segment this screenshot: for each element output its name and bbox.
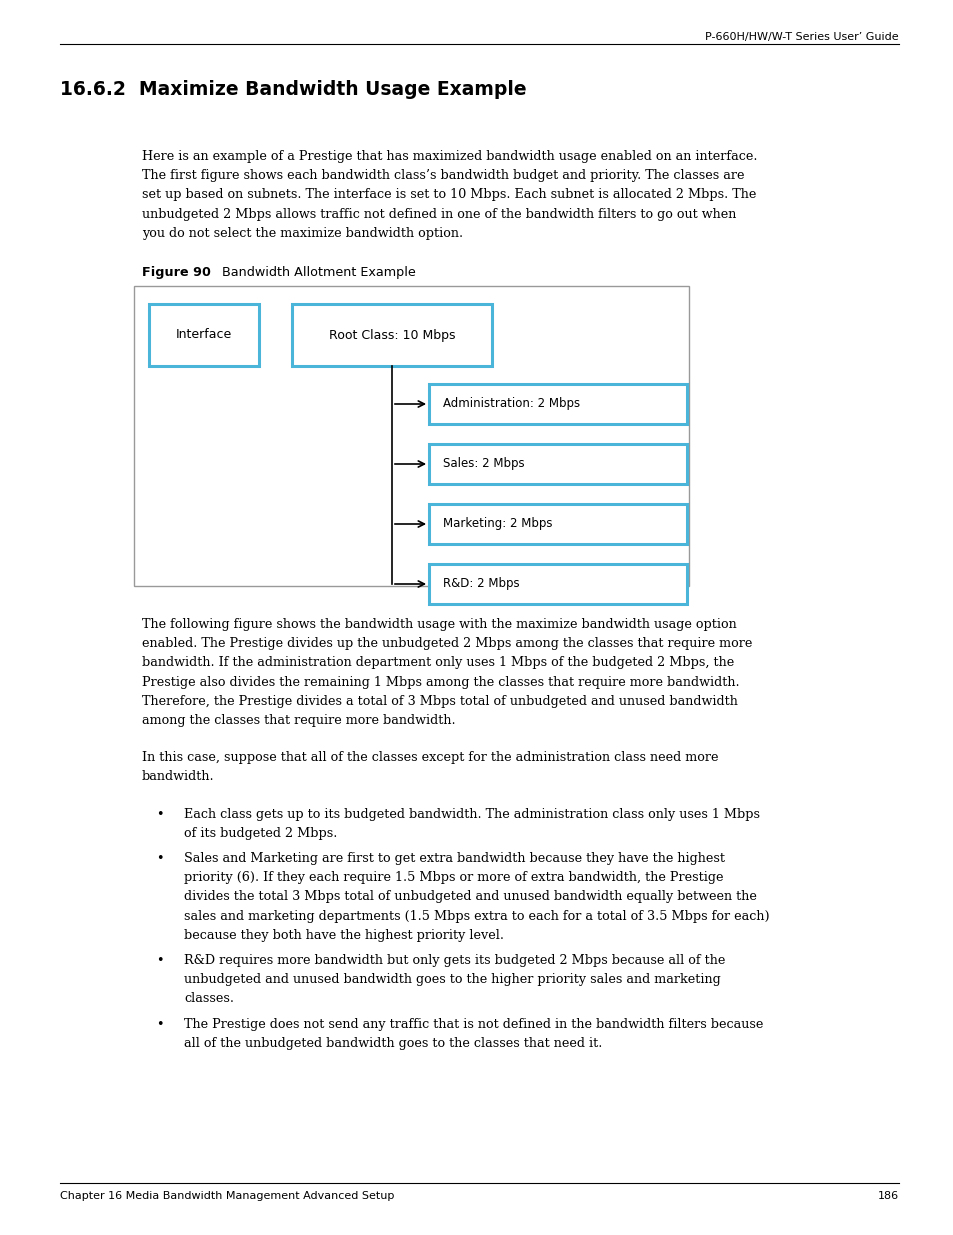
Bar: [133, 287, 688, 585]
Text: •: •: [156, 852, 164, 864]
Text: 16.6.2  Maximize Bandwidth Usage Example: 16.6.2 Maximize Bandwidth Usage Example: [60, 80, 526, 99]
Text: •: •: [156, 1018, 164, 1030]
Bar: [429, 504, 686, 543]
Text: R&D requires more bandwidth but only gets its budgeted 2 Mbps because all of the: R&D requires more bandwidth but only get…: [184, 953, 724, 967]
Text: The Prestige does not send any traffic that is not defined in the bandwidth filt: The Prestige does not send any traffic t…: [184, 1018, 762, 1030]
Text: of its budgeted 2 Mbps.: of its budgeted 2 Mbps.: [184, 826, 337, 840]
Bar: [429, 564, 686, 604]
Text: R&D: 2 Mbps: R&D: 2 Mbps: [442, 578, 519, 590]
Text: set up based on subnets. The interface is set to 10 Mbps. Each subnet is allocat: set up based on subnets. The interface i…: [142, 189, 756, 201]
Text: Bandwidth Allotment Example: Bandwidth Allotment Example: [210, 266, 416, 279]
Text: you do not select the maximize bandwidth option.: you do not select the maximize bandwidth…: [142, 227, 462, 240]
Text: bandwidth. If the administration department only uses 1 Mbps of the budgeted 2 M: bandwidth. If the administration departm…: [142, 656, 734, 669]
Text: unbudgeted 2 Mbps allows traffic not defined in one of the bandwidth filters to : unbudgeted 2 Mbps allows traffic not def…: [142, 207, 736, 221]
Text: Here is an example of a Prestige that has maximized bandwidth usage enabled on a: Here is an example of a Prestige that ha…: [142, 149, 757, 163]
Text: The following figure shows the bandwidth usage with the maximize bandwidth usage: The following figure shows the bandwidth…: [142, 618, 736, 631]
Text: Sales and Marketing are first to get extra bandwidth because they have the highe: Sales and Marketing are first to get ext…: [184, 852, 724, 864]
Text: classes.: classes.: [184, 993, 233, 1005]
Text: P-660H/HW/W-T Series User’ Guide: P-660H/HW/W-T Series User’ Guide: [704, 32, 898, 42]
Text: •: •: [156, 953, 164, 967]
Text: all of the unbudgeted bandwidth goes to the classes that need it.: all of the unbudgeted bandwidth goes to …: [184, 1037, 601, 1050]
Text: because they both have the highest priority level.: because they both have the highest prior…: [184, 929, 503, 942]
Bar: [429, 445, 686, 484]
Text: Marketing: 2 Mbps: Marketing: 2 Mbps: [442, 517, 552, 531]
Text: among the classes that require more bandwidth.: among the classes that require more band…: [142, 714, 456, 727]
Text: 186: 186: [877, 1191, 898, 1200]
Text: Prestige also divides the remaining 1 Mbps among the classes that require more b: Prestige also divides the remaining 1 Mb…: [142, 676, 739, 689]
Text: bandwidth.: bandwidth.: [142, 771, 214, 783]
Text: •: •: [156, 808, 164, 820]
Bar: [429, 384, 686, 424]
Text: Chapter 16 Media Bandwidth Management Advanced Setup: Chapter 16 Media Bandwidth Management Ad…: [60, 1191, 394, 1200]
Bar: [149, 304, 258, 366]
Text: divides the total 3 Mbps total of unbudgeted and unused bandwidth equally betwee: divides the total 3 Mbps total of unbudg…: [184, 890, 756, 903]
Text: Interface: Interface: [175, 329, 232, 342]
Text: Root Class: 10 Mbps: Root Class: 10 Mbps: [329, 329, 455, 342]
Text: unbudgeted and unused bandwidth goes to the higher priority sales and marketing: unbudgeted and unused bandwidth goes to …: [184, 973, 720, 987]
Text: Sales: 2 Mbps: Sales: 2 Mbps: [442, 457, 524, 471]
Text: The first figure shows each bandwidth class’s bandwidth budget and priority. The: The first figure shows each bandwidth cl…: [142, 169, 743, 183]
Text: enabled. The Prestige divides up the unbudgeted 2 Mbps among the classes that re: enabled. The Prestige divides up the unb…: [142, 637, 752, 650]
Text: priority (6). If they each require 1.5 Mbps or more of extra bandwidth, the Pres: priority (6). If they each require 1.5 M…: [184, 871, 722, 884]
Text: Each class gets up to its budgeted bandwidth. The administration class only uses: Each class gets up to its budgeted bandw…: [184, 808, 760, 820]
Text: Therefore, the Prestige divides a total of 3 Mbps total of unbudgeted and unused: Therefore, the Prestige divides a total …: [142, 695, 737, 708]
Text: sales and marketing departments (1.5 Mbps extra to each for a total of 3.5 Mbps : sales and marketing departments (1.5 Mbp…: [184, 910, 769, 923]
Text: Administration: 2 Mbps: Administration: 2 Mbps: [442, 398, 579, 410]
Bar: [292, 304, 492, 366]
Text: Figure 90: Figure 90: [142, 266, 211, 279]
Text: In this case, suppose that all of the classes except for the administration clas: In this case, suppose that all of the cl…: [142, 751, 718, 764]
